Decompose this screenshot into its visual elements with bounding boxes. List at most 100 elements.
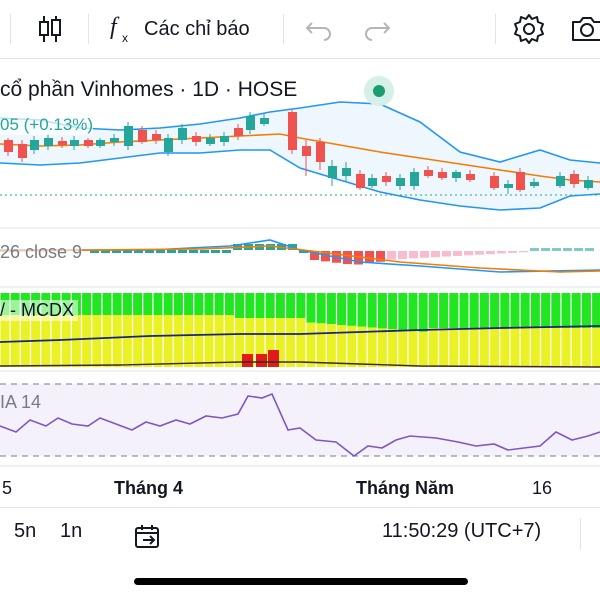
macd-histogram-bar — [453, 251, 462, 256]
macd-histogram-bar — [343, 251, 352, 265]
time-axis-label: Tháng 4 — [114, 478, 184, 498]
mcdx-bar-yellow — [122, 315, 132, 367]
mcdx-bar-yellow — [418, 331, 428, 367]
clock-timezone[interactable]: 11:50:29 (UTC+7) — [382, 520, 542, 542]
macd-histogram-bar — [563, 248, 572, 251]
macd-histogram-bar — [211, 250, 220, 253]
mcdx-bar-green — [82, 293, 92, 315]
mcdx-bar-yellow — [377, 328, 387, 367]
mcdx-bar-yellow — [92, 315, 102, 367]
mcdx-bar-green — [408, 293, 418, 331]
macd-histogram-bar — [167, 250, 176, 253]
candle-body — [18, 144, 27, 158]
interval-5n-button[interactable]: 5n — [14, 520, 37, 542]
mcdx-bar-yellow — [388, 329, 398, 367]
mcdx-bar-green — [316, 293, 326, 324]
macd-histogram-bar — [123, 250, 132, 253]
mcdx-bar-yellow — [398, 330, 408, 367]
macd-legend[interactable]: 26 close 9 — [0, 242, 83, 263]
screenshot-button[interactable] — [570, 0, 600, 58]
rsi-legend[interactable]: IA 14 — [0, 392, 42, 412]
toolbar-divider — [495, 14, 496, 44]
macd-histogram-bar — [497, 251, 506, 254]
mcdx-bar-green — [510, 293, 520, 328]
chart-canvas[interactable] — [0, 59, 600, 505]
mcdx-bar-yellow — [541, 328, 551, 367]
mcdx-bar-green — [428, 293, 438, 328]
symbol-title[interactable]: cổ phần Vinhomes · 1D · HOSE — [0, 78, 298, 101]
toolbar-left-edge — [0, 0, 11, 58]
indicators-button[interactable]: f x Các chỉ báo — [108, 0, 250, 58]
mcdx-bar-green — [286, 293, 296, 318]
mcdx-bar-yellow — [551, 328, 561, 367]
candle-body — [246, 116, 255, 130]
macd-histogram-bar — [354, 251, 363, 265]
candle-body — [584, 180, 593, 188]
candle-body — [4, 140, 13, 152]
candle-body — [58, 141, 67, 145]
macd-histogram-bar — [365, 251, 374, 264]
toolbar-divider — [283, 14, 284, 44]
mcdx-bar-yellow — [449, 328, 459, 367]
chart-type-button[interactable] — [36, 0, 64, 58]
mcdx-bar-green — [133, 293, 143, 315]
macd-histogram-bar — [266, 244, 275, 250]
mcdx-bar-yellow — [265, 318, 275, 367]
mcdx-bar-yellow — [214, 315, 224, 367]
macd-histogram-bar — [145, 250, 154, 253]
mcdx-bar-yellow — [439, 328, 449, 367]
mcdx-bar-green — [173, 293, 183, 315]
bollinger-lower — [0, 149, 600, 211]
settings-button[interactable] — [512, 0, 546, 58]
macd-histogram-bar — [387, 251, 396, 260]
mcdx-bar-yellow — [306, 322, 316, 367]
settings-icon — [514, 14, 544, 44]
camera-icon — [572, 17, 600, 41]
time-axis-label: 16 — [532, 478, 553, 498]
undo-icon — [305, 22, 331, 41]
mcdx-bar-green — [337, 293, 347, 326]
interval-1n-button[interactable]: 1n — [60, 520, 83, 542]
candle-body — [410, 172, 419, 186]
market-status-indicator[interactable] — [364, 76, 394, 106]
mcdx-bar-yellow — [520, 328, 530, 367]
mcdx-bar-yellow — [479, 328, 489, 367]
mcdx-bar-yellow — [561, 328, 571, 367]
mcdx-bar-yellow — [133, 315, 143, 367]
macd-line — [0, 239, 600, 273]
date-range-button[interactable] — [134, 524, 162, 556]
macd-histogram-bar — [552, 248, 561, 251]
mcdx-bar-yellow — [255, 318, 265, 367]
time-axis-label: 5 — [2, 478, 13, 498]
candle-body — [152, 134, 161, 140]
mcdx-bar-green — [551, 293, 561, 328]
mcdx-bar-green — [398, 293, 408, 331]
candle-body — [234, 128, 243, 136]
candle-body — [96, 140, 105, 146]
macd-histogram-bar — [189, 250, 198, 253]
price-change: 05 (+0.13%) — [0, 115, 94, 135]
mcdx-bar-green — [541, 293, 551, 328]
macd-histogram-bar — [200, 250, 209, 253]
mcdx-bar-green — [347, 293, 357, 326]
candle-body — [138, 130, 147, 142]
mcdx-bar-yellow — [102, 315, 112, 367]
mcdx-bar-green — [153, 293, 163, 315]
mcdx-bar-yellow — [204, 315, 214, 367]
macd-histogram-bar — [90, 250, 99, 253]
rsi-pane — [0, 392, 600, 457]
mcdx-bar-yellow — [581, 328, 591, 367]
candle-body — [570, 174, 579, 184]
mcdx-bar-green — [245, 293, 255, 318]
macd-histogram-bar — [310, 251, 319, 260]
mcdx-bar-yellow — [286, 318, 296, 367]
mcdx-bar-green — [235, 293, 245, 318]
mcdx-bar-green — [592, 293, 600, 328]
mcdx-bar-yellow — [571, 328, 581, 367]
candle-body — [30, 140, 39, 150]
undo-button[interactable] — [304, 0, 334, 58]
mcdx-legend[interactable]: / - MCDX — [0, 300, 78, 321]
moving-average — [0, 133, 600, 183]
candle-body — [178, 128, 187, 140]
redo-button[interactable] — [362, 0, 392, 58]
